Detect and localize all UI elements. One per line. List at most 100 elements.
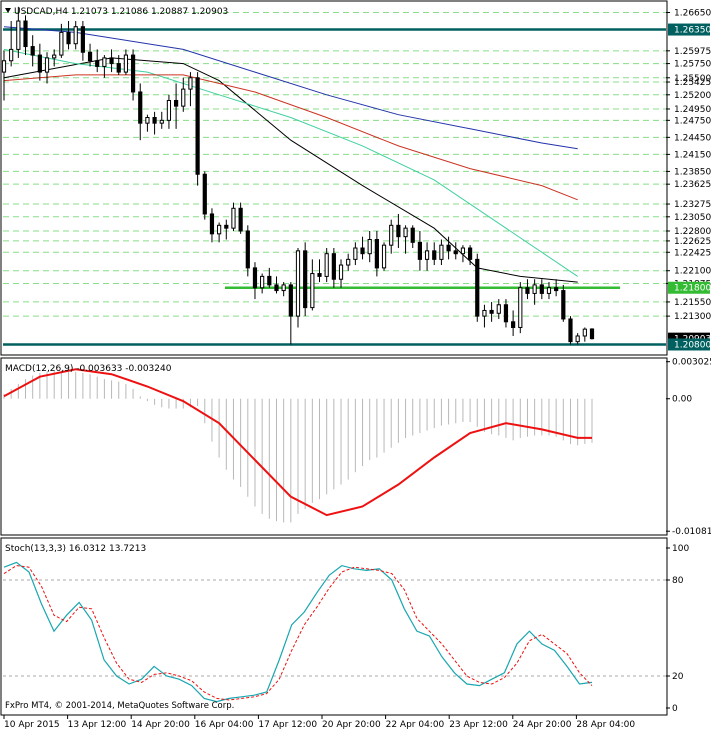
candle-body xyxy=(102,57,107,67)
candle-body xyxy=(181,88,186,107)
candle-body xyxy=(338,264,344,280)
candle-body xyxy=(403,227,408,238)
stoch-label: 100 xyxy=(672,544,689,554)
stoch-signal-path xyxy=(3,565,593,701)
time-label: 24 Apr 20:00 xyxy=(513,720,572,730)
candle-body xyxy=(59,31,64,56)
candle-body xyxy=(453,250,458,255)
candle-body xyxy=(245,230,250,269)
candle-body xyxy=(410,227,415,243)
price-label: 1.25750 xyxy=(674,60,711,70)
price-label: 1.25500 xyxy=(674,74,711,84)
price-label: 1.25975 xyxy=(674,47,711,57)
candle-body xyxy=(346,258,351,266)
candle-body xyxy=(389,224,394,246)
price-label: 1.23850 xyxy=(674,167,711,177)
candle-body xyxy=(195,77,200,175)
macd-header: MACD(12,26,9) -0.003633 -0.003240 xyxy=(5,364,172,374)
candle-body xyxy=(475,258,480,317)
macd-signal-line xyxy=(3,368,592,517)
moving-average-line xyxy=(3,26,578,150)
candle-body xyxy=(467,247,473,260)
candle-body xyxy=(582,328,587,337)
stoch-label: 20 xyxy=(672,672,684,682)
price-label-box xyxy=(668,338,710,351)
candle-body xyxy=(145,116,150,124)
candle-body xyxy=(324,253,329,277)
candle-body xyxy=(424,250,430,260)
watermark: FxPro MT4, © 2001-2014, MetaQuotes Softw… xyxy=(5,701,234,711)
candle-body xyxy=(539,284,544,294)
time-label: 13 Apr 12:00 xyxy=(68,720,127,730)
time-label: 20 Apr 20:00 xyxy=(322,720,381,730)
candle-body xyxy=(432,250,437,260)
candle-body xyxy=(173,99,179,107)
macd-label: -0.010817 xyxy=(672,527,711,537)
candle-body xyxy=(267,275,272,286)
price-label: 1.24150 xyxy=(674,150,711,160)
price-label: 1.21800 xyxy=(674,284,711,294)
time-label: 28 Apr 04:00 xyxy=(576,720,635,730)
candle-body xyxy=(130,54,136,93)
stoch-lines xyxy=(3,561,666,703)
price-label: 1.21550 xyxy=(674,298,711,308)
price-label-box xyxy=(668,281,710,294)
candle-body xyxy=(44,57,50,73)
candle-body xyxy=(525,287,530,294)
candle-body xyxy=(52,54,57,59)
candle-body xyxy=(511,321,516,328)
candle-body xyxy=(310,273,315,309)
candle-body xyxy=(80,26,85,53)
candle-body xyxy=(109,57,114,65)
candle-body xyxy=(561,290,566,320)
candle-body xyxy=(1,60,7,73)
collapse-triangle-icon[interactable] xyxy=(5,8,11,13)
time-axis: 10 Apr 2015 13 Apr 12:00 14 Apr 20:00 16 Ap… xyxy=(3,715,635,730)
price-label: 1.25200 xyxy=(674,91,711,101)
time-label: 14 Apr 20:00 xyxy=(131,720,190,730)
candle-body xyxy=(489,309,494,314)
candle-body xyxy=(460,247,466,255)
candle-body xyxy=(575,335,580,343)
price-label: 1.22100 xyxy=(674,267,711,277)
price-label: 1.24750 xyxy=(674,116,711,126)
candle-body xyxy=(396,224,401,238)
candle-body xyxy=(188,77,193,90)
stoch-axis: 100 80 20 0 xyxy=(666,544,689,714)
price-label: 1.22625 xyxy=(674,237,711,247)
macd-label: 0.003025 xyxy=(672,358,711,368)
candle-body xyxy=(252,267,258,289)
candle-body xyxy=(87,51,93,62)
candle-body xyxy=(224,224,229,229)
candle-body xyxy=(231,207,236,229)
candle-body xyxy=(209,213,215,235)
candle-body xyxy=(331,253,336,280)
candle-body xyxy=(288,284,293,317)
candle-body xyxy=(116,63,121,73)
candle-body xyxy=(518,287,523,328)
candle-body xyxy=(417,241,423,260)
candle-body xyxy=(546,287,552,294)
candle-body xyxy=(16,20,21,50)
stoch-label: 0 xyxy=(672,704,678,714)
time-label: 10 Apr 2015 xyxy=(4,720,60,730)
candle-body xyxy=(589,328,595,340)
time-label: 17 Apr 12:00 xyxy=(258,720,317,730)
candle-body xyxy=(260,275,265,289)
time-label: 22 Apr 04:00 xyxy=(386,720,445,730)
candle-body xyxy=(295,250,301,317)
stoch-panel[interactable] xyxy=(0,537,668,716)
candle-body xyxy=(66,31,71,45)
macd-label: 0.00 xyxy=(672,395,692,405)
candle-body xyxy=(152,116,157,124)
candle-body xyxy=(37,54,42,73)
candle-body xyxy=(159,119,164,124)
candle-body xyxy=(503,304,509,323)
candle-body xyxy=(281,284,286,292)
candle-body xyxy=(138,91,143,124)
candle-body xyxy=(23,20,28,48)
candle-body xyxy=(554,287,559,292)
symbol-header: USDCAD,H4 1.21073 1.21086 1.20887 1.2090… xyxy=(14,7,228,17)
candle-body xyxy=(123,54,129,73)
candle-body xyxy=(73,26,78,45)
